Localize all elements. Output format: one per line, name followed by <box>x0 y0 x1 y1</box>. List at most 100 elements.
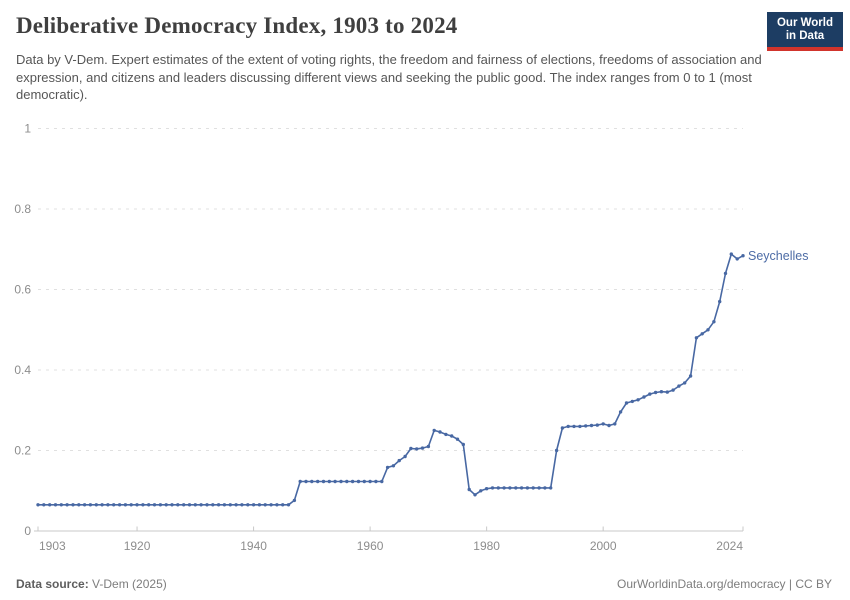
data-point[interactable] <box>706 328 710 332</box>
data-point[interactable] <box>36 503 40 507</box>
data-point[interactable] <box>117 503 122 507</box>
data-point[interactable] <box>240 503 244 507</box>
data-point[interactable] <box>618 410 623 414</box>
data-point[interactable] <box>222 503 227 507</box>
data-point[interactable] <box>514 486 518 490</box>
data-point[interactable] <box>333 479 337 484</box>
data-point[interactable] <box>234 503 238 507</box>
data-point[interactable] <box>216 503 221 507</box>
data-point[interactable] <box>508 486 512 490</box>
data-point[interactable] <box>275 503 279 507</box>
data-point[interactable] <box>735 257 739 261</box>
data-point[interactable] <box>152 503 157 507</box>
data-point[interactable] <box>257 503 262 507</box>
data-point[interactable] <box>281 503 285 507</box>
data-point[interactable] <box>554 448 559 453</box>
data-point[interactable] <box>484 487 489 491</box>
data-point[interactable] <box>298 479 302 484</box>
data-point[interactable] <box>88 503 93 507</box>
data-point[interactable] <box>193 503 197 507</box>
data-point[interactable] <box>362 479 366 484</box>
data-point[interactable] <box>624 401 629 405</box>
data-point[interactable] <box>380 479 384 484</box>
data-point[interactable] <box>112 503 116 507</box>
data-point[interactable] <box>671 388 675 392</box>
data-point[interactable] <box>368 479 372 484</box>
data-point[interactable] <box>450 434 454 438</box>
data-point[interactable] <box>665 390 669 394</box>
data-point[interactable] <box>584 424 588 428</box>
series-line[interactable] <box>37 253 744 506</box>
credit-link[interactable]: OurWorldinData.org/democracy | CC BY <box>617 577 832 591</box>
data-point[interactable] <box>251 503 256 507</box>
data-point[interactable] <box>403 454 407 459</box>
data-point[interactable] <box>677 384 681 388</box>
data-point[interactable] <box>129 503 133 507</box>
data-point[interactable] <box>48 503 52 507</box>
data-point[interactable] <box>316 479 320 484</box>
data-point[interactable] <box>525 486 530 490</box>
data-point[interactable] <box>642 395 646 399</box>
data-point[interactable] <box>537 486 541 490</box>
data-point[interactable] <box>589 423 594 428</box>
data-point[interactable] <box>723 271 728 276</box>
data-point[interactable] <box>304 479 308 484</box>
data-point[interactable] <box>82 503 87 507</box>
data-point[interactable] <box>467 487 471 492</box>
data-point[interactable] <box>415 447 419 451</box>
data-point[interactable] <box>176 503 180 507</box>
data-point[interactable] <box>432 428 436 433</box>
data-point[interactable] <box>700 332 704 336</box>
data-point[interactable] <box>572 424 576 429</box>
data-point[interactable] <box>211 503 215 507</box>
data-point[interactable] <box>683 381 687 385</box>
data-point[interactable] <box>653 390 658 395</box>
data-point[interactable] <box>292 498 297 503</box>
data-point[interactable] <box>327 479 331 484</box>
data-point[interactable] <box>578 424 582 429</box>
data-point[interactable] <box>519 486 524 490</box>
owid-logo[interactable]: Our World in Data <box>767 12 843 51</box>
data-point[interactable] <box>350 479 355 484</box>
data-point[interactable] <box>170 503 174 507</box>
data-point[interactable] <box>374 479 378 484</box>
data-point[interactable] <box>741 254 745 258</box>
data-point[interactable] <box>479 489 483 493</box>
data-point[interactable] <box>100 503 104 507</box>
data-point[interactable] <box>502 486 506 490</box>
data-point[interactable] <box>246 503 250 507</box>
data-point[interactable] <box>141 503 145 507</box>
data-point[interactable] <box>473 493 477 497</box>
data-point[interactable] <box>71 503 75 507</box>
data-point[interactable] <box>455 437 460 441</box>
data-point[interactable] <box>636 398 640 402</box>
data-point[interactable] <box>409 446 413 451</box>
data-point[interactable] <box>438 430 442 434</box>
data-point[interactable] <box>659 390 664 394</box>
data-point[interactable] <box>566 424 570 429</box>
data-point[interactable] <box>135 503 139 507</box>
data-point[interactable] <box>53 503 58 507</box>
data-point[interactable] <box>356 479 361 484</box>
data-point[interactable] <box>182 503 186 507</box>
data-point[interactable] <box>263 503 267 507</box>
data-point[interactable] <box>490 486 495 490</box>
data-point[interactable] <box>385 465 390 470</box>
data-point[interactable] <box>607 423 611 428</box>
data-point[interactable] <box>106 503 110 507</box>
data-point[interactable] <box>391 464 396 468</box>
data-point[interactable] <box>461 442 465 447</box>
data-point[interactable] <box>496 486 500 490</box>
data-point[interactable] <box>339 479 343 484</box>
data-point[interactable] <box>688 374 693 378</box>
data-point[interactable] <box>205 503 209 507</box>
data-point[interactable] <box>543 486 547 490</box>
data-point[interactable] <box>601 422 605 426</box>
data-point[interactable] <box>560 426 565 430</box>
data-point[interactable] <box>77 503 81 507</box>
data-point[interactable] <box>286 503 291 507</box>
data-point[interactable] <box>164 503 168 507</box>
data-point[interactable] <box>269 503 273 507</box>
data-point[interactable] <box>729 252 733 256</box>
